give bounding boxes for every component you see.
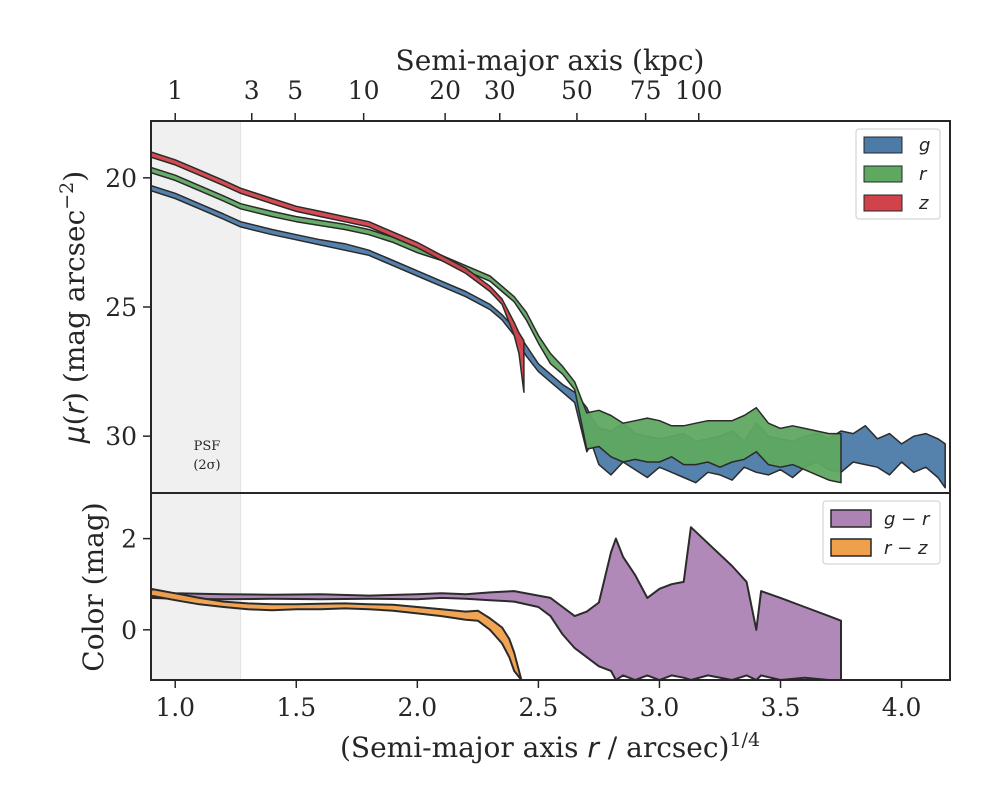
top-y-axis-label: μ(r) (mag arcsec−2): [56, 171, 91, 444]
legend-label-g: g: [919, 135, 930, 156]
x-tick-label: 2.0: [397, 693, 437, 722]
legend-swatch-g-minus-r: [830, 509, 872, 528]
y-tick-label: 30: [105, 422, 137, 451]
series-band-z: [151, 151, 525, 393]
x-tick-label: 3.0: [640, 693, 680, 722]
bottom-x-axis-label: (Semi-major axis r / arcsec)1/4: [340, 729, 760, 764]
top-tick-label: 75: [630, 76, 662, 105]
top-tick-label: 30: [484, 76, 516, 105]
x-tick-label: 4.0: [882, 693, 922, 722]
series-band-r-z: [151, 587, 523, 680]
top-tick-label: 50: [561, 76, 593, 105]
y-tick-label: 2: [121, 525, 137, 554]
top-tick-label: 3: [244, 76, 260, 105]
legend-top: g r z: [855, 128, 941, 220]
legend-swatch-r: [863, 165, 903, 183]
top-tick-label: 100: [675, 76, 723, 105]
series-band-r: [151, 166, 842, 484]
x-tick-label: 1.0: [155, 693, 195, 722]
legend-swatch-r-minus-z: [830, 538, 872, 557]
y-tick-label: 25: [105, 293, 137, 322]
top-tick-label: 20: [429, 76, 461, 105]
x-tick-label: 1.5: [276, 693, 316, 722]
axis-ticks: 1.0 1.5 2.0 2.5 3.0 3.5 4.0 20 25 30 0 2 1 3 5 10 20 30 50…: [105, 76, 921, 722]
x-tick-label: 2.5: [519, 693, 559, 722]
y-tick-label: 20: [105, 164, 137, 193]
x-tick-label: 3.5: [761, 693, 801, 722]
legend-label-r-minus-z: r − z: [884, 538, 928, 559]
bottom-y-axis-label: Color (mag): [77, 502, 110, 671]
color-series: [151, 526, 842, 680]
legend-swatch-z: [863, 194, 903, 212]
psf-sigma-label: (2σ): [193, 458, 220, 473]
top-x-axis-label: Semi-major axis (kpc): [396, 44, 705, 77]
bottom-axes-frame: [150, 492, 951, 681]
series-band-g: [151, 184, 946, 489]
psf-label: PSF: [194, 439, 221, 454]
legend-bottom: g − r r − z: [822, 500, 941, 565]
legend-label-r: r: [919, 164, 928, 185]
psf-shaded-region-bottom: [151, 493, 241, 680]
legend-label-g-minus-r: g − r: [884, 509, 931, 530]
top-tick-label: 5: [287, 76, 303, 105]
series-band-g-r: [151, 526, 842, 680]
legend-label-z: z: [918, 193, 929, 214]
top-tick-label: 10: [348, 76, 380, 105]
top-tick-label: 1: [167, 76, 183, 105]
y-tick-label: 0: [121, 616, 137, 645]
legend-swatch-g: [863, 136, 903, 154]
surface-brightness-series: [151, 151, 946, 489]
